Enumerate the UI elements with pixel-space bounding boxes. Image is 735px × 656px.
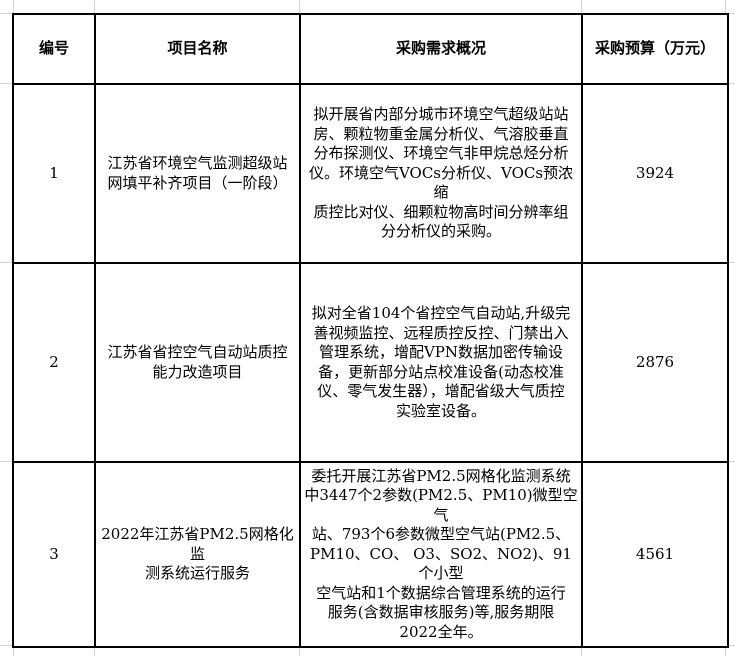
table-row: 3 2022年江苏省PM2.5网格化监 测系统运行服务 委托开展江苏省PM2.5… <box>12 461 729 648</box>
cell-budget: 2876 <box>581 262 729 463</box>
cell-project-name: 2022年江苏省PM2.5网格化监 测系统运行服务 <box>94 461 301 648</box>
table-row: 1 江苏省环境空气监测超级站 网填平补齐项目（一阶段） 拟开展省内部分城市环境空… <box>12 83 729 264</box>
cell-row-number: 3 <box>12 461 96 648</box>
cell-budget: 3924 <box>581 83 729 264</box>
header-cell-budget: 采购预算（万元） <box>581 13 729 85</box>
header-cell-name: 项目名称 <box>94 13 301 85</box>
cell-row-number: 1 <box>12 83 96 264</box>
cell-demand-summary: 拟开展省内部分城市环境空气超级站站 房、颗粒物重金属分析仪、气溶胶垂直 分布探测… <box>299 83 583 264</box>
cell-project-name: 江苏省省控空气自动站质控 能力改造项目 <box>94 262 301 463</box>
cell-demand-summary: 拟对全省104个省控空气自动站,升级完 善视频监控、远程质控反控、门禁出入 管理… <box>299 262 583 463</box>
cell-row-number: 2 <box>12 262 96 463</box>
header-cell-demand: 采购需求概况 <box>299 13 583 85</box>
cell-project-name: 江苏省环境空气监测超级站 网填平补齐项目（一阶段） <box>94 83 301 264</box>
header-cell-id: 编号 <box>12 13 96 85</box>
procurement-table: 编号 项目名称 采购需求概况 采购预算（万元） 1 江苏省环境空气监测超级站 网… <box>12 13 729 648</box>
header-row: 编号 项目名称 采购需求概况 采购预算（万元） <box>12 13 729 85</box>
table-row: 2 江苏省省控空气自动站质控 能力改造项目 拟对全省104个省控空气自动站,升级… <box>12 262 729 463</box>
cell-budget: 4561 <box>581 461 729 648</box>
cell-demand-summary: 委托开展江苏省PM2.5网格化监测系统 中3447个2参数(PM2.5、PM10… <box>299 461 583 648</box>
